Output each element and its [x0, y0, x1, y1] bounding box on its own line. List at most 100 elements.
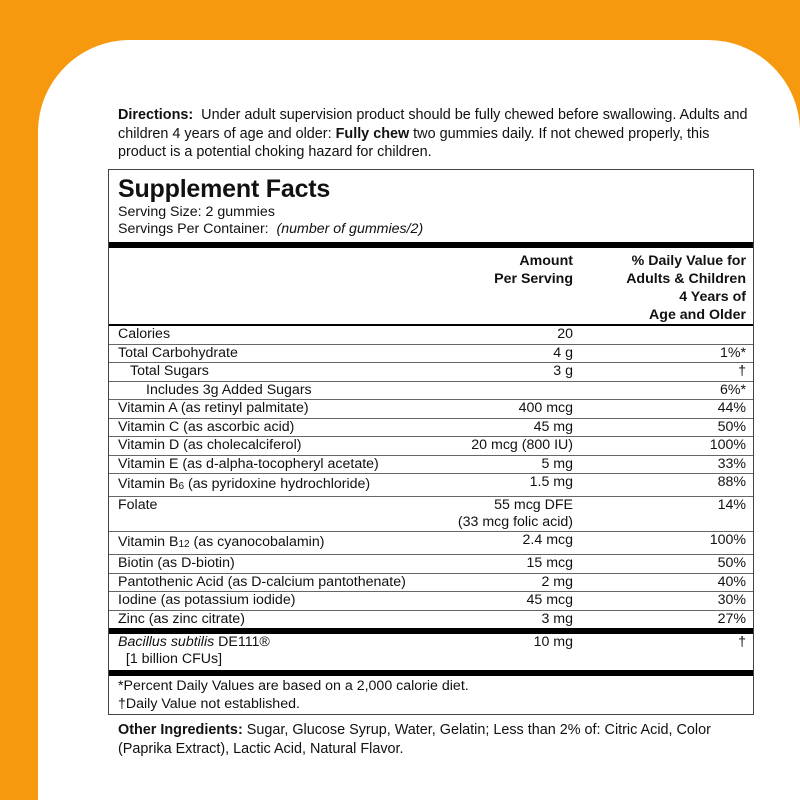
- table-row: Vitamin D (as cholecalciferol) 20 mcg (80…: [109, 436, 753, 456]
- nutrient-name-text: Zinc (as zinc citrate): [118, 610, 245, 627]
- header-text: Per Serving: [494, 270, 573, 287]
- other-ingredients-label: Other Ingredients:: [118, 722, 243, 738]
- table-row: Iodine (as potassium iodide) 45 mcg 30%: [109, 591, 753, 611]
- amount: 20: [443, 326, 573, 345]
- divider-thick: [109, 628, 753, 634]
- header-text: Adults & Children: [626, 270, 746, 287]
- probiotic-name-rest: DE111®: [214, 634, 270, 650]
- table-row: Calories 20: [109, 326, 753, 345]
- nutrient-name: Folate: [109, 496, 443, 532]
- header-text: Amount: [519, 252, 573, 269]
- table-row: Vitamin C (as ascorbic acid) 45 mg 50%: [109, 418, 753, 437]
- amount-text: 2 mg: [541, 573, 573, 590]
- other-ingredients-text: Sugar, Glucose Syrup, Water, Gelatin; Le…: [118, 722, 711, 757]
- daily-value: 44%: [573, 399, 753, 419]
- nutrient-name-text: Pantothenic Acid (as D-calcium pantothen…: [118, 573, 406, 590]
- amount-text: 3 g: [553, 363, 573, 379]
- nutrient-name-text: Folate: [118, 497, 158, 513]
- daily-value: 50%: [573, 418, 753, 437]
- subscript: 12: [178, 539, 190, 550]
- amount: 4 g: [443, 344, 573, 363]
- nutrient-name-text: Total Carbohydrate: [118, 344, 238, 361]
- amount-text: 45 mg: [533, 418, 573, 435]
- amount: 3 mg: [443, 610, 573, 628]
- amount-text: 20: [557, 326, 573, 342]
- nutrient-table: Calories 20 Total Carbohydrate 4 g 1%* Total …: [109, 326, 753, 628]
- table-row: Vitamin B6 (as pyridoxine hydrochloride)…: [109, 473, 753, 497]
- amount-text: 55 mcg DFE: [494, 497, 573, 513]
- amount-text: 20 mcg (800 IU): [471, 437, 573, 453]
- amount: [443, 381, 573, 400]
- amount: 2 mg: [443, 573, 573, 592]
- nutrient-name-text: Vitamin A (as retinyl palmitate): [118, 400, 309, 416]
- table-row: Total Sugars 3 g †: [109, 362, 753, 382]
- nutrient-name: Iodine (as potassium iodide): [109, 591, 443, 611]
- amount: 400 mcg: [443, 399, 573, 419]
- nutrient-name-text: Vitamin D (as cholecalciferol): [118, 437, 302, 453]
- header-text: % Daily Value for: [631, 252, 746, 269]
- amount: 45 mcg: [443, 591, 573, 611]
- amount-text: 2.4 mcg: [522, 532, 573, 548]
- nutrient-name: Biotin (as D-biotin): [109, 554, 443, 574]
- daily-value: 40%: [573, 573, 753, 592]
- nutrient-name-text: Vitamin B: [118, 534, 179, 550]
- table-row: Folate 55 mcg DFE (33 mcg folic acid) 14%: [109, 496, 753, 532]
- facts-title: Supplement Facts: [118, 174, 331, 203]
- nutrient-name: Total Carbohydrate: [109, 344, 443, 363]
- amount: 45 mg: [443, 418, 573, 437]
- daily-value: 33%: [573, 455, 753, 474]
- probiotic-table: Bacillus subtilis DE111® [1 billion CFUs…: [109, 634, 753, 670]
- column-header: Amount Per Serving % Daily Value for Adult…: [109, 248, 753, 324]
- nutrient-name-text: Biotin (as D-biotin): [118, 555, 235, 571]
- nutrient-name: Calories: [109, 326, 443, 345]
- nutrient-name: Vitamin B6 (as pyridoxine hydrochloride): [109, 473, 443, 497]
- nutrient-name-text: Total Sugars: [130, 363, 209, 379]
- nutrient-name-text: (as cyanocobalamin): [189, 534, 325, 550]
- header-text: Age and Older: [649, 306, 746, 323]
- nutrient-name-text: (as pyridoxine hydrochloride): [184, 476, 371, 492]
- amount-text: 15 mcg: [526, 555, 573, 571]
- daily-value: 88%: [573, 473, 753, 497]
- daily-value: 6%*: [573, 381, 753, 400]
- amount-text: (33 mcg folic acid): [457, 514, 573, 530]
- amount-text: 4 g: [553, 344, 573, 361]
- footnote: †Daily Value not established.: [118, 696, 300, 712]
- directions-label: Directions:: [118, 107, 194, 123]
- nutrient-name: Includes 3g Added Sugars: [109, 381, 443, 400]
- table-row: Vitamin E (as d-alpha-tocopheryl acetate…: [109, 455, 753, 474]
- amount: 1.5 mg: [443, 473, 573, 497]
- daily-value: †: [738, 634, 746, 650]
- daily-value: 100%: [573, 531, 753, 555]
- daily-value: [573, 326, 753, 345]
- daily-value: 100%: [573, 436, 753, 456]
- amount: 5 mg: [443, 455, 573, 474]
- amount: 55 mcg DFE (33 mcg folic acid): [443, 496, 573, 532]
- label-content: Directions: Under adult supervision prod…: [108, 106, 754, 758]
- nutrient-name: Vitamin B12 (as cyanocobalamin): [109, 531, 443, 555]
- divider-thick: [109, 670, 753, 676]
- nutrient-name-text: Vitamin B: [118, 476, 179, 492]
- servings-value: (number of gummies/2): [276, 221, 424, 237]
- amount-text: 5 mg: [541, 455, 573, 472]
- nutrient-name: Bacillus subtilis DE111® [1 billion CFUs…: [109, 634, 443, 670]
- nutrient-name-text: Vitamin E (as d-alpha-tocopheryl acetate…: [118, 455, 379, 472]
- nutrient-name: Zinc (as zinc citrate): [109, 610, 443, 628]
- amount-text: 1.5 mg: [529, 474, 573, 490]
- table-row: Zinc (as zinc citrate) 3 mg 27%: [109, 610, 753, 628]
- footnote: *Percent Daily Values are based on a 2,0…: [118, 678, 469, 694]
- daily-value: 50%: [573, 554, 753, 574]
- amount: 2.4 mcg: [443, 531, 573, 555]
- daily-value: 30%: [573, 591, 753, 611]
- nutrient-name: Vitamin E (as d-alpha-tocopheryl acetate…: [109, 455, 443, 474]
- table-row: Bacillus subtilis DE111® [1 billion CFUs…: [109, 634, 753, 670]
- daily-value: 14%: [573, 496, 753, 532]
- nutrient-name: Vitamin C (as ascorbic acid): [109, 418, 443, 437]
- amount-text: 3 mg: [541, 610, 573, 627]
- divider-medium: [109, 323, 753, 326]
- supplement-facts-panel: Supplement Facts Serving Size: 2 gummies…: [108, 168, 754, 715]
- table-row: Total Carbohydrate 4 g 1%*: [109, 344, 753, 363]
- subscript: 6: [178, 481, 185, 492]
- serving-size: Serving Size: 2 gummies: [118, 203, 275, 220]
- header-text: 4 Years of: [679, 288, 746, 305]
- amount: 10 mg: [533, 634, 573, 650]
